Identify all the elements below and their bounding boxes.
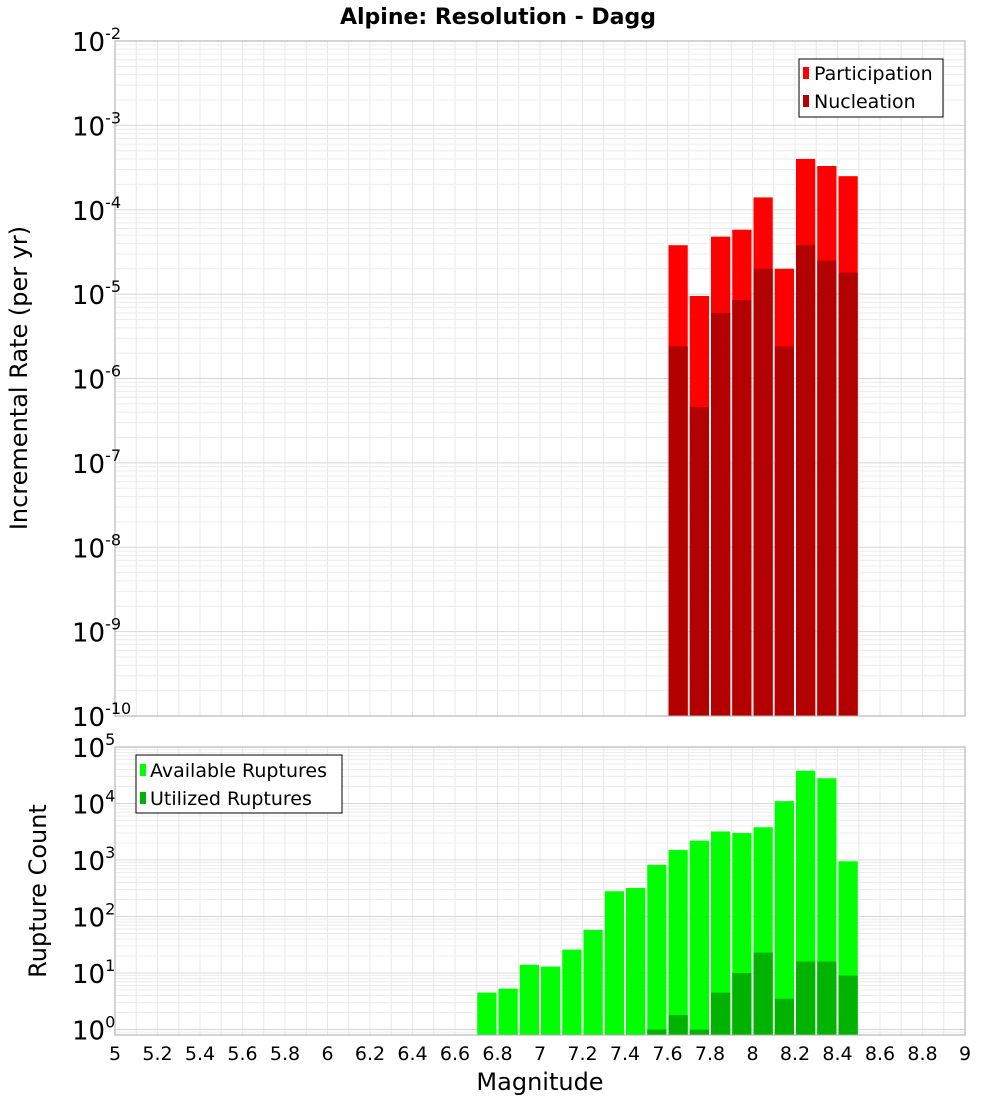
x-tick-label: 6: [321, 1043, 333, 1065]
bottom-y-axis-label: Rupture Count: [24, 804, 52, 978]
available-ruptures-bar: [477, 992, 497, 1035]
legend-swatch-available-ruptures: [140, 764, 146, 776]
bottom-y-tick-label: 101: [72, 956, 115, 990]
utilized-ruptures-bar: [711, 992, 731, 1035]
nucleation-bar: [689, 406, 709, 716]
available-ruptures-bar: [668, 850, 688, 1035]
top-legend: Participation Nucleation: [798, 58, 944, 118]
utilized-ruptures-bar: [774, 998, 794, 1035]
nucleation-bar: [817, 260, 837, 716]
nucleation-bar: [711, 312, 731, 716]
utilized-ruptures-bar: [817, 961, 837, 1035]
x-tick-label: 8.4: [822, 1043, 852, 1065]
bottom-plot-y-ticks: 100 101 102 103 104 105: [72, 730, 115, 1047]
x-tick-label: 5.4: [185, 1043, 215, 1065]
utilized-ruptures-bar: [753, 952, 773, 1035]
available-ruptures-bar: [583, 929, 603, 1035]
nucleation-bar: [838, 272, 858, 716]
top-y-tick-label: 10-4: [72, 193, 121, 227]
available-ruptures-bar: [541, 966, 561, 1035]
x-tick-label: 5: [109, 1043, 121, 1065]
top-y-axis-label: Incremental Rate (per yr): [5, 226, 33, 530]
utilized-ruptures-bar: [732, 973, 752, 1035]
nucleation-bar: [753, 268, 773, 716]
utilized-ruptures-bar: [647, 1029, 667, 1035]
legend-swatch-nucleation: [803, 95, 809, 107]
utilized-ruptures-bar: [838, 975, 858, 1035]
legend-label-utilized-ruptures: Utilized Ruptures: [150, 788, 312, 810]
bottom-y-tick-label: 102: [72, 900, 115, 934]
available-ruptures-bar: [647, 864, 667, 1035]
nucleation-bar: [774, 346, 794, 716]
available-ruptures-bar: [774, 801, 794, 1035]
available-ruptures-bar: [689, 840, 709, 1035]
bottom-legend-box: [135, 754, 343, 814]
top-plot-bars: [668, 158, 858, 717]
utilized-ruptures-bar: [796, 961, 816, 1035]
nucleation-bar: [732, 300, 752, 716]
top-y-tick-label: 10-2: [72, 24, 121, 58]
x-tick-label: 6.8: [482, 1043, 512, 1065]
top-y-tick-label: 10-5: [72, 277, 121, 311]
available-ruptures-bar: [562, 949, 582, 1035]
utilized-ruptures-bar: [668, 1015, 688, 1035]
bottom-y-tick-label: 103: [72, 843, 115, 877]
available-ruptures-bar: [626, 887, 646, 1035]
x-tick-label: 7.4: [610, 1043, 640, 1065]
top-y-tick-label: 10-3: [72, 108, 121, 142]
bottom-plot-frame: [114, 746, 966, 1036]
legend-label-nucleation: Nucleation: [814, 91, 916, 113]
utilized-ruptures-bar: [689, 1029, 709, 1035]
top-y-tick-label: 10-10: [72, 699, 131, 733]
nucleation-bar: [796, 245, 816, 717]
bottom-y-tick-label: 104: [72, 787, 115, 821]
x-tick-label: 8: [746, 1043, 758, 1065]
x-tick-label: 7.6: [652, 1043, 682, 1065]
top-plot-frame: [114, 40, 966, 717]
bottom-y-tick-label: 100: [72, 1013, 115, 1047]
x-tick-label: 8.8: [907, 1043, 937, 1065]
x-tick-label: 7: [534, 1043, 546, 1065]
top-y-tick-label: 10-8: [72, 530, 121, 564]
bottom-y-tick-label: 105: [72, 730, 115, 764]
x-tick-label: 7.8: [695, 1043, 725, 1065]
x-tick-label: 6.6: [440, 1043, 470, 1065]
legend-swatch-utilized-ruptures: [140, 792, 146, 804]
nucleation-bar: [668, 346, 688, 716]
available-ruptures-bar: [519, 964, 539, 1035]
available-ruptures-bar: [498, 988, 518, 1035]
legend-swatch-participation: [803, 67, 809, 79]
bottom-legend: Available Ruptures Utilized Ruptures: [135, 754, 343, 814]
x-tick-label: 7.2: [567, 1043, 597, 1065]
top-y-tick-label: 10-7: [72, 446, 121, 480]
top-y-tick-label: 10-9: [72, 615, 121, 649]
x-axis-label: Magnitude: [476, 1068, 603, 1096]
top-plot-grid: [114, 40, 966, 717]
x-ticks: 5 5.2 5.4 5.6 5.8 6 6.2 6.4 6.6 6.8 7 7.2 7.4 7.6 7.8 8…: [109, 1043, 971, 1065]
x-tick-label: 5.8: [270, 1043, 300, 1065]
available-ruptures-bar: [604, 891, 624, 1035]
x-tick-label: 8.6: [865, 1043, 895, 1065]
chart-title: Alpine: Resolution - Dagg: [340, 5, 656, 30]
top-y-tick-label: 10-6: [72, 362, 121, 396]
x-tick-label: 8.2: [780, 1043, 810, 1065]
x-tick-label: 6.4: [397, 1043, 427, 1065]
available-ruptures-bar: [711, 831, 731, 1035]
bottom-plot-bars: [477, 770, 858, 1035]
top-plot-y-ticks: 10-10 10-9 10-8 10-7 10-6 10-5 10-4 10-3 10-2: [72, 24, 131, 733]
legend-label-available-ruptures: Available Ruptures: [150, 760, 327, 782]
x-tick-label: 5.6: [227, 1043, 257, 1065]
x-tick-label: 5.2: [142, 1043, 172, 1065]
x-tick-label: 6.2: [355, 1043, 385, 1065]
top-legend-box: [798, 58, 944, 118]
legend-label-participation: Participation: [814, 63, 933, 85]
x-tick-label: 9: [959, 1043, 971, 1065]
